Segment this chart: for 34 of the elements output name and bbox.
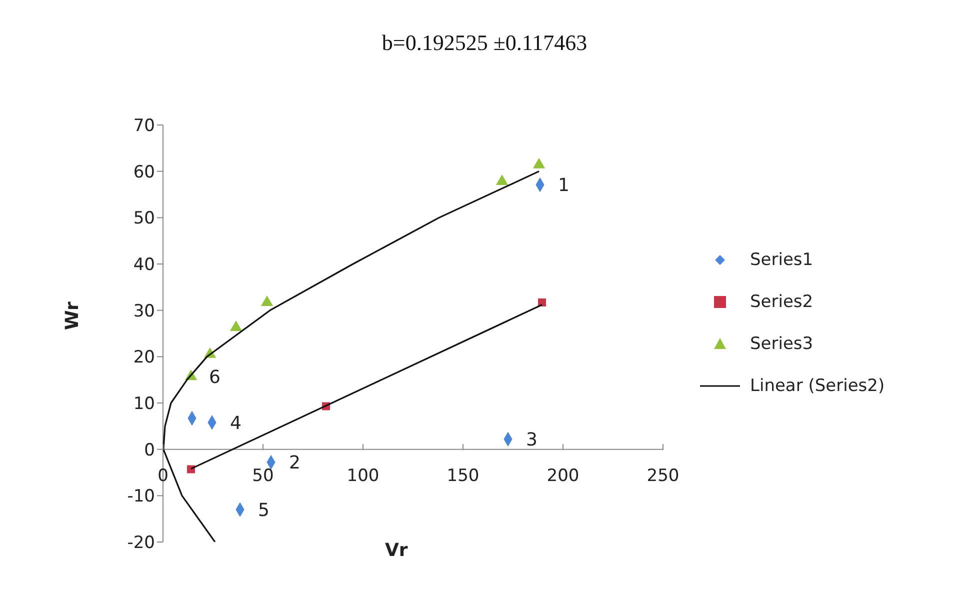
y-tick-label: 70: [133, 116, 155, 136]
y-tick-label: 30: [133, 301, 155, 322]
point: [532, 158, 546, 168]
y-axis-title: Wr: [62, 302, 83, 330]
point: [496, 174, 508, 186]
y-tick-label: 10: [133, 394, 155, 414]
annotation: 5: [258, 500, 270, 521]
x-axis-title: Vr: [385, 540, 408, 561]
x-tick-label: 0: [158, 466, 168, 486]
y-tick-label: 50: [133, 208, 155, 229]
y-tick-label: 0: [144, 440, 155, 460]
legend-label: Series1: [750, 250, 814, 270]
x-tick-label: 150: [446, 466, 480, 486]
legend-label: Linear (Series2): [750, 376, 885, 396]
x-tick-label: 100: [346, 466, 380, 486]
y-tick-label: -20: [127, 533, 155, 554]
point: [260, 295, 274, 306]
annotation: 6: [209, 366, 220, 388]
y-tick-label: -10: [127, 486, 155, 507]
annotation: 3: [526, 430, 538, 451]
x-tick-label: 50: [252, 466, 274, 486]
point: [538, 298, 546, 306]
y-tick-label: 40: [133, 255, 155, 276]
annotation: 4: [230, 412, 242, 434]
legend-label: Series2: [750, 292, 814, 312]
y-tick-label: 20: [133, 348, 155, 368]
x-tick-label: 250: [646, 466, 680, 486]
chart-title: b=0.192525 ±0.117463: [382, 30, 588, 55]
x-tick-label: 200: [546, 466, 580, 486]
y-tick-label: 60: [133, 162, 155, 182]
legend-label: Series3: [750, 334, 814, 354]
point: [230, 320, 242, 331]
annotation: 1: [558, 175, 570, 196]
annotation: 2: [289, 452, 300, 474]
